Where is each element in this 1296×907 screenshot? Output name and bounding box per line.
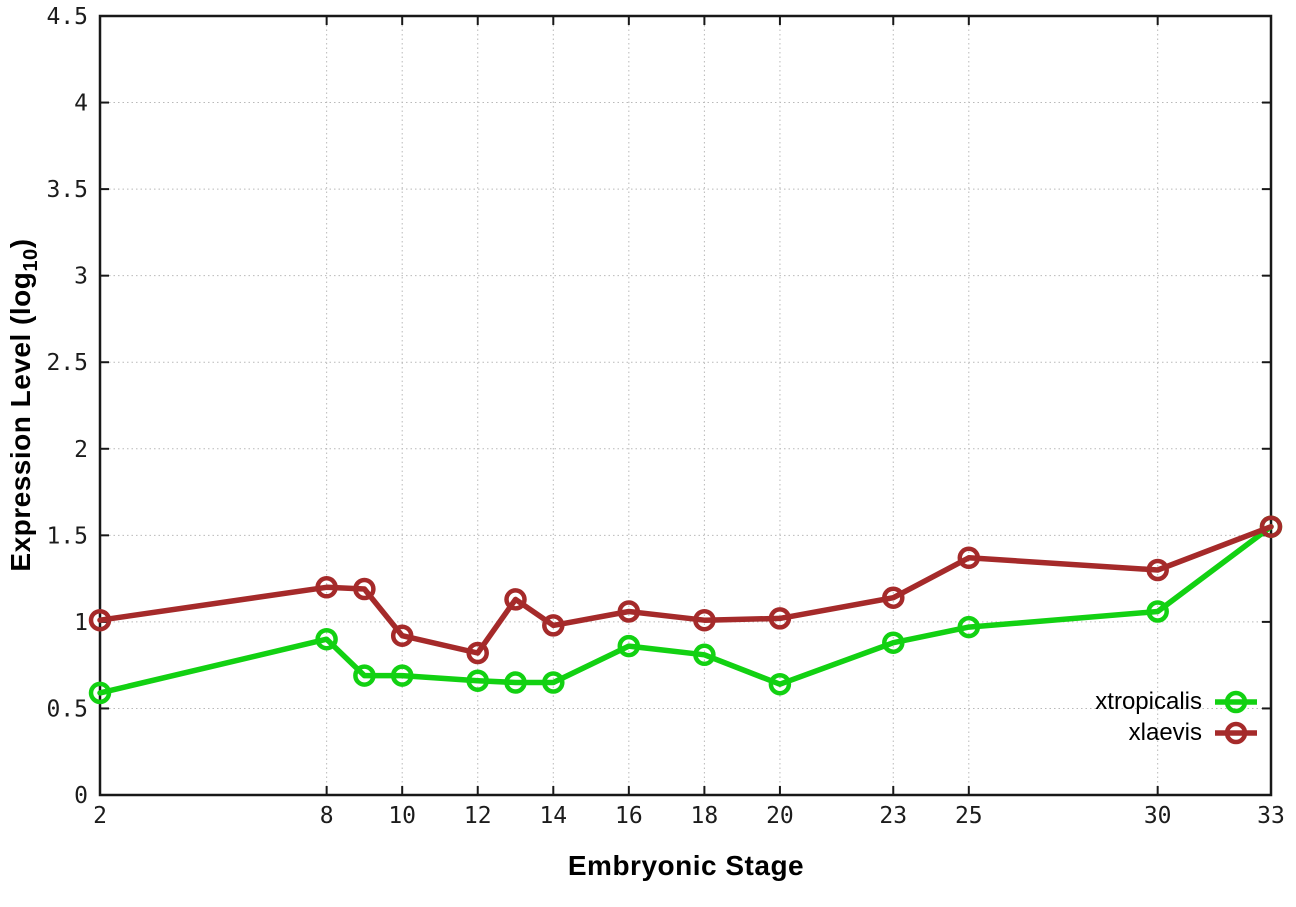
x-tick-label: 12 — [464, 803, 492, 829]
x-tick-label: 23 — [879, 803, 907, 829]
series-point-xtropicalis — [390, 664, 414, 687]
series-point-xlaevis — [504, 588, 527, 611]
series-point-xlaevis — [353, 577, 376, 601]
x-tick-label: 2 — [93, 803, 107, 829]
y-axis-title: Expression Level (log10) — [5, 238, 43, 571]
series-point-xlaevis — [882, 586, 905, 609]
legend-item-xlaevis: xlaevis — [1129, 717, 1258, 748]
series-point-xtropicalis — [1146, 600, 1169, 623]
series-point-xtropicalis — [542, 671, 565, 694]
y-tick-label: 1.5 — [46, 523, 88, 549]
series-point-xlaevis — [466, 641, 489, 665]
y-tick-label: 1 — [74, 610, 88, 636]
y-tick-label: 3 — [74, 264, 88, 290]
series-point-xlaevis — [390, 624, 414, 647]
axis-tick-labels: 2 8 10 12 14 16 18 20 23 25 30 33 0 0.5 1 1.5 2 2.5 3 3.5 4 4… — [46, 4, 1284, 829]
series-xlaevis — [88, 515, 1283, 665]
x-tick-label: 16 — [615, 803, 643, 829]
series-point-xtropicalis — [882, 631, 905, 654]
legend-item-xtropicalis: xtropicalis — [1095, 686, 1258, 717]
y-tick-label: 3.5 — [46, 177, 88, 203]
series-point-xtropicalis — [504, 671, 527, 694]
y-axis-title-subscript: 10 — [19, 248, 42, 272]
series-point-xlaevis — [693, 608, 716, 632]
y-tick-label: 2.5 — [46, 350, 88, 376]
series-point-xlaevis — [768, 607, 792, 630]
plot-border — [98, 14, 1273, 797]
x-tick-label: 18 — [691, 803, 719, 829]
y-tick-label: 2 — [74, 437, 88, 463]
series-point-xtropicalis — [957, 615, 981, 639]
series-point-xtropicalis — [617, 634, 641, 658]
series-line-xtropicalis — [97, 523, 1274, 696]
legend: xtropicalis xlaevis — [1095, 686, 1258, 748]
x-axis-title: Embryonic Stage — [567, 850, 805, 881]
series-line-xlaevis — [97, 523, 1274, 656]
x-tick-label: 33 — [1257, 803, 1285, 829]
series-point-xtropicalis — [768, 672, 792, 696]
series-xtropicalis — [88, 515, 1283, 705]
y-tick-label: 0.5 — [46, 696, 88, 722]
series-point-xtropicalis — [353, 664, 376, 687]
series-point-xtropicalis — [693, 643, 716, 667]
gridlines — [100, 16, 1271, 795]
x-tick-label: 10 — [388, 803, 416, 829]
tick-marks — [99, 15, 1272, 796]
x-tick-label: 20 — [766, 803, 794, 829]
series-point-xlaevis — [1146, 558, 1169, 582]
x-tick-label: 14 — [539, 803, 567, 829]
series-point-xtropicalis — [466, 669, 489, 692]
series-marker-icon — [1215, 690, 1257, 713]
y-tick-label: 4 — [74, 91, 88, 117]
y-tick-label: 4.5 — [46, 4, 88, 30]
y-tick-label: 0 — [74, 783, 88, 809]
legend-label-xtropicalis: xtropicalis — [1095, 687, 1202, 715]
series-point-xlaevis — [617, 600, 641, 623]
x-tick-label: 8 — [320, 803, 334, 829]
series-point-xlaevis — [957, 546, 981, 570]
series-point-xtropicalis — [88, 681, 112, 705]
y-axis-title-suffix: ) — [5, 238, 37, 249]
series-marker-icon — [1215, 721, 1257, 744]
series-point-xlaevis — [542, 614, 565, 637]
series-point-xlaevis — [315, 576, 338, 599]
x-tick-label: 30 — [1144, 803, 1172, 829]
legend-label-xlaevis: xlaevis — [1128, 718, 1202, 746]
x-tick-label: 25 — [955, 803, 983, 829]
y-axis-title-text: Expression Level (log — [5, 271, 37, 572]
series-point-xlaevis — [88, 608, 112, 632]
series-point-xlaevis — [1259, 515, 1283, 538]
series-point-xtropicalis — [315, 627, 338, 651]
